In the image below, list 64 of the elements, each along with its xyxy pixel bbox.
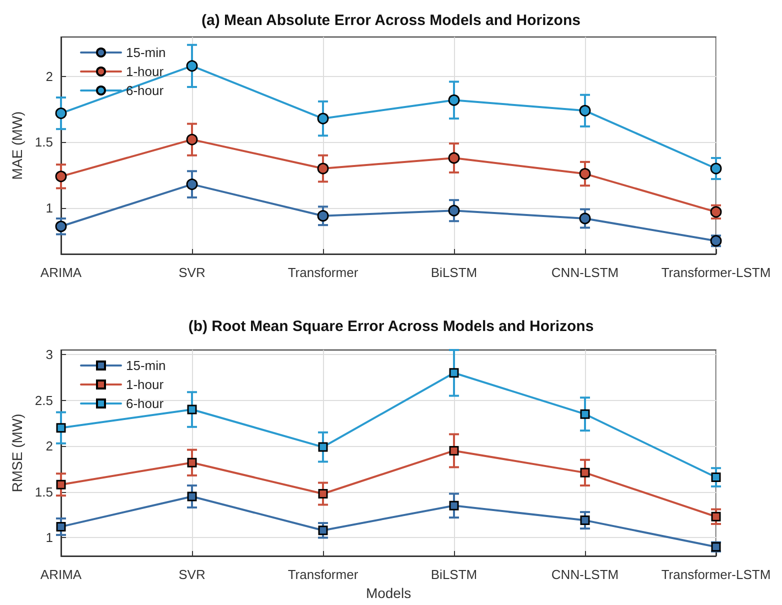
point — [317, 112, 329, 124]
x-tick-label: Transformer-LSTM — [661, 567, 771, 582]
legend-label: 1-hour — [126, 64, 164, 79]
x-tick-label: BiLSTM — [430, 567, 478, 582]
point — [186, 178, 198, 190]
chart-title: (b) Root Mean Square Error Across Models and Horizons — [188, 318, 594, 335]
x-tick-label: Transformer-LSTM — [661, 265, 771, 280]
point — [55, 220, 67, 232]
point — [318, 442, 328, 452]
point — [56, 522, 66, 532]
legend-label: 15-min — [126, 45, 166, 60]
x-tick-label: ARIMA — [40, 567, 82, 582]
point — [449, 368, 459, 378]
x-axis-title: Models — [366, 585, 412, 601]
x-tick-label: Transformer — [288, 265, 359, 280]
point — [187, 458, 197, 468]
point — [56, 423, 66, 433]
point — [579, 168, 591, 180]
point — [55, 108, 67, 120]
x-tick-label: CNN-LSTM — [551, 265, 619, 280]
point — [317, 210, 329, 222]
point — [56, 480, 66, 490]
point — [449, 446, 459, 456]
legend-label: 6-hour — [126, 83, 164, 98]
x-tick-label: SVR — [178, 265, 206, 280]
point — [579, 212, 591, 224]
point — [580, 516, 590, 526]
legend-label: 1-hour — [126, 377, 164, 392]
x-tick-label: CNN-LSTM — [551, 567, 619, 582]
y-tick-label: 3 — [46, 347, 53, 362]
point — [187, 404, 197, 414]
point — [711, 512, 721, 522]
y-tick-label: 1 — [46, 530, 53, 546]
point — [186, 60, 198, 72]
y-axis-title: RMSE (MW) — [9, 414, 26, 492]
y-tick-label: 1.5 — [34, 484, 53, 500]
x-tick-label: ARIMA — [40, 265, 82, 280]
point — [580, 468, 590, 478]
legend-label: 15-min — [126, 358, 166, 373]
y-tick-label: 1 — [46, 200, 53, 216]
point — [318, 488, 328, 498]
point — [317, 162, 329, 174]
x-tick-label: Transformer — [288, 567, 359, 582]
point — [318, 526, 328, 536]
point — [448, 204, 460, 216]
y-tick-label: 1.5 — [34, 134, 53, 150]
point — [186, 134, 198, 146]
point — [448, 152, 460, 164]
point — [449, 500, 459, 510]
point — [448, 94, 460, 106]
y-tick-label: 2.5 — [34, 392, 53, 408]
point — [580, 409, 590, 419]
point — [711, 472, 721, 482]
point — [579, 104, 591, 116]
point — [55, 170, 67, 182]
point — [710, 162, 722, 174]
chart-title: (a) Mean Absolute Error Across Models and Horizons — [202, 12, 580, 29]
y-axis-title: MAE (MW) — [9, 111, 26, 180]
legend-label: 6-hour — [126, 396, 164, 411]
x-tick-label: BiLSTM — [430, 265, 478, 280]
y-tick-label: 2 — [46, 438, 53, 454]
y-tick-label: 2 — [46, 68, 53, 84]
point — [187, 492, 197, 502]
x-tick-label: SVR — [178, 567, 206, 582]
